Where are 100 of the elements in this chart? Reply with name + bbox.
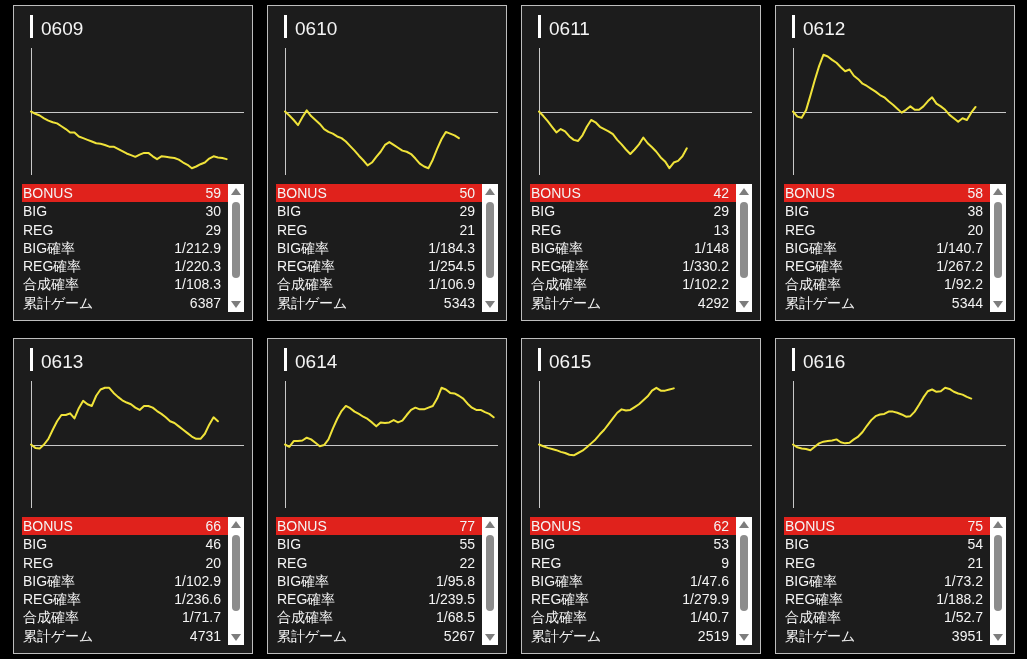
chart-title: 0611: [549, 18, 590, 40]
text: 合成確率: [23, 275, 79, 294]
text: REG確率: [785, 257, 844, 276]
text: 5267: [443, 626, 475, 645]
text: 1/71.7: [182, 608, 221, 627]
text: REG確率: [23, 257, 82, 276]
text: BONUS: [785, 517, 835, 536]
text: BONUS: [23, 184, 73, 203]
text: 30: [205, 202, 221, 221]
text: 1/279.9: [682, 590, 729, 609]
text: 累計ゲーム: [23, 293, 93, 312]
text: 合成確率: [531, 275, 587, 294]
text: 1/106.9: [428, 275, 475, 294]
text: REG: [277, 220, 308, 239]
text: BIG: [785, 535, 810, 554]
text: 1/40.7: [690, 608, 729, 627]
text: 21: [967, 553, 983, 572]
text: BIG: [785, 202, 810, 221]
text: REG: [531, 553, 562, 572]
text: 1/102.9: [174, 571, 221, 591]
text: 29: [205, 220, 221, 239]
text: BIG: [531, 535, 556, 554]
chart-title: 0609: [41, 18, 84, 40]
text: 1/47.6: [690, 571, 729, 591]
text: 42: [713, 184, 729, 203]
text: BONUS: [277, 184, 327, 203]
chart-title: 0613: [41, 351, 84, 373]
text: 29: [713, 202, 729, 221]
text: 累計ゲーム: [531, 293, 601, 312]
text: 58: [967, 184, 983, 203]
text: 1/148: [693, 238, 729, 258]
text: 6387: [189, 293, 221, 312]
text: 3951: [951, 626, 983, 645]
text: 62: [713, 517, 729, 536]
text: 累計ゲーム: [785, 626, 855, 645]
text: BIG確率: [23, 238, 76, 258]
text: 21: [459, 220, 475, 239]
text: 1/212.9: [174, 238, 221, 258]
text: 20: [967, 220, 983, 239]
text: BIG: [277, 535, 302, 554]
text: 合成確率: [23, 608, 79, 627]
text: 4731: [189, 626, 221, 645]
text: BONUS: [531, 184, 581, 203]
text: 13: [713, 220, 729, 239]
text: REG確率: [531, 590, 590, 609]
text: REG確率: [785, 590, 844, 609]
text: 50: [459, 184, 475, 203]
text: BIG: [23, 202, 48, 221]
text: BIG: [277, 202, 302, 221]
text: 1/73.2: [944, 571, 983, 591]
text: 1/95.8: [436, 571, 475, 591]
text: 1/254.5: [428, 257, 475, 276]
text: BONUS: [531, 517, 581, 536]
chart-title: 0615: [549, 351, 592, 373]
text: BONUS: [785, 184, 835, 203]
text: 53: [713, 535, 729, 554]
text: REG: [531, 220, 562, 239]
text: 20: [205, 553, 221, 572]
text: 1/236.6: [174, 590, 221, 609]
text: 75: [967, 517, 983, 536]
text: 1/52.7: [944, 608, 983, 627]
text: 1/102.2: [682, 275, 729, 294]
text: 1/330.2: [682, 257, 729, 276]
text: 2519: [697, 626, 729, 645]
text: 合成確率: [277, 275, 333, 294]
chart-title: 0616: [803, 351, 846, 373]
text: REG確率: [277, 590, 336, 609]
text: REG: [23, 220, 54, 239]
text: 1/239.5: [428, 590, 475, 609]
text: 累計ゲーム: [277, 626, 347, 645]
text: 合成確率: [785, 608, 841, 627]
text: 46: [205, 535, 221, 554]
text: REG確率: [531, 257, 590, 276]
text: 合成確率: [531, 608, 587, 627]
chart-title: 0610: [295, 18, 338, 40]
text: 1/220.3: [174, 257, 221, 276]
text: BONUS: [277, 517, 327, 536]
text: BIG確率: [785, 238, 838, 258]
text: REG: [23, 553, 54, 572]
text: REG確率: [277, 257, 336, 276]
text: BIG確率: [531, 571, 584, 591]
text: 1/140.7: [936, 238, 983, 258]
text: 累計ゲーム: [277, 293, 347, 312]
chart-title: 0614: [295, 351, 338, 373]
text: 54: [967, 535, 983, 554]
text: 55: [459, 535, 475, 554]
text: 22: [459, 553, 475, 572]
text: REG: [277, 553, 308, 572]
text: 1/267.2: [936, 257, 983, 276]
text: 38: [967, 202, 983, 221]
text: 1/184.3: [428, 238, 475, 258]
text: BIG確率: [277, 238, 330, 258]
text: REG: [785, 553, 816, 572]
text: 合成確率: [277, 608, 333, 627]
text: BONUS: [23, 517, 73, 536]
text: 77: [459, 517, 475, 536]
text: BIG: [531, 202, 556, 221]
text: 66: [205, 517, 221, 536]
text: 29: [459, 202, 475, 221]
text: BIG確率: [23, 571, 76, 591]
